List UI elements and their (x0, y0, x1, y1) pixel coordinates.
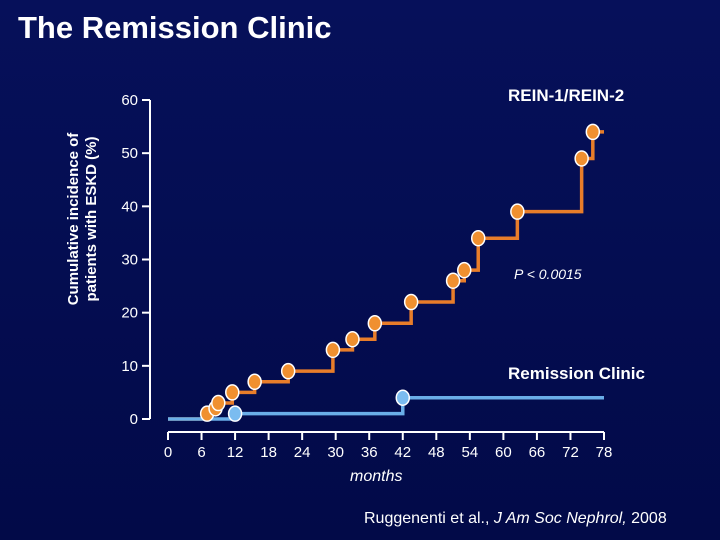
x-tick-label-48: 48 (428, 444, 445, 461)
p-value-annotation: P < 0.0015 (514, 266, 582, 282)
x-tick-label-66: 66 (529, 444, 546, 461)
series-line-1 (168, 395, 604, 421)
y-tick-label-30: 30 (121, 252, 138, 269)
x-tick-label-6: 6 (197, 444, 205, 461)
series-0-marker-6 (325, 341, 341, 359)
series-0-marker-2 (211, 394, 226, 412)
series-label-remission: Remission Clinic (508, 364, 645, 383)
y-tick-label-10: 10 (121, 358, 138, 375)
x-tick-label-42: 42 (394, 444, 411, 461)
y-tick-label-50: 50 (121, 145, 138, 162)
series-0-marker-9 (403, 293, 419, 311)
x-tick-label-12: 12 (227, 444, 244, 461)
x-tick-label-60: 60 (495, 444, 512, 461)
x-tick-label-0: 0 (164, 444, 172, 461)
series-0-marker-3 (225, 384, 240, 401)
x-tick-label-24: 24 (294, 444, 311, 461)
y-tick-label-40: 40 (121, 198, 138, 215)
x-axis-label: months (350, 468, 403, 485)
x-tick-label-30: 30 (327, 444, 344, 461)
x-tick-label-18: 18 (260, 444, 277, 461)
series-0-marker-13 (510, 203, 525, 220)
series-1-marker-0 (227, 405, 243, 422)
series-0-marker-5 (280, 362, 296, 380)
series-0-marker-11 (457, 261, 472, 279)
slide-title: The Remission Clinic (18, 10, 332, 45)
x-tick-label-54: 54 (462, 444, 479, 461)
series-0-marker-12 (470, 229, 486, 247)
series-0-marker-14 (574, 150, 589, 167)
x-tick-label-36: 36 (361, 444, 378, 461)
y-tick-label-20: 20 (121, 305, 138, 322)
citation: Ruggenenti et al., J Am Soc Nephrol, 200… (364, 510, 667, 528)
citation-authors: Ruggenenti et al., (364, 510, 494, 527)
y-tick-label-60: 60 (121, 92, 138, 109)
series-label-rein: REIN-1/REIN-2 (508, 86, 625, 105)
series-0-marker-8 (367, 315, 383, 332)
series-0-marker-7 (345, 331, 360, 348)
x-tick-label-72: 72 (562, 444, 579, 461)
citation-year: 2008 (626, 510, 667, 527)
series-0-marker-4 (247, 373, 262, 391)
x-tick-label-78: 78 (596, 444, 613, 461)
y-tick-label-0: 0 (130, 411, 138, 428)
citation-journal: J Am Soc Nephrol, (493, 510, 627, 527)
series-0-marker-15 (585, 123, 601, 141)
series-1-marker-1 (395, 389, 411, 406)
series-0-marker-10 (445, 272, 461, 290)
